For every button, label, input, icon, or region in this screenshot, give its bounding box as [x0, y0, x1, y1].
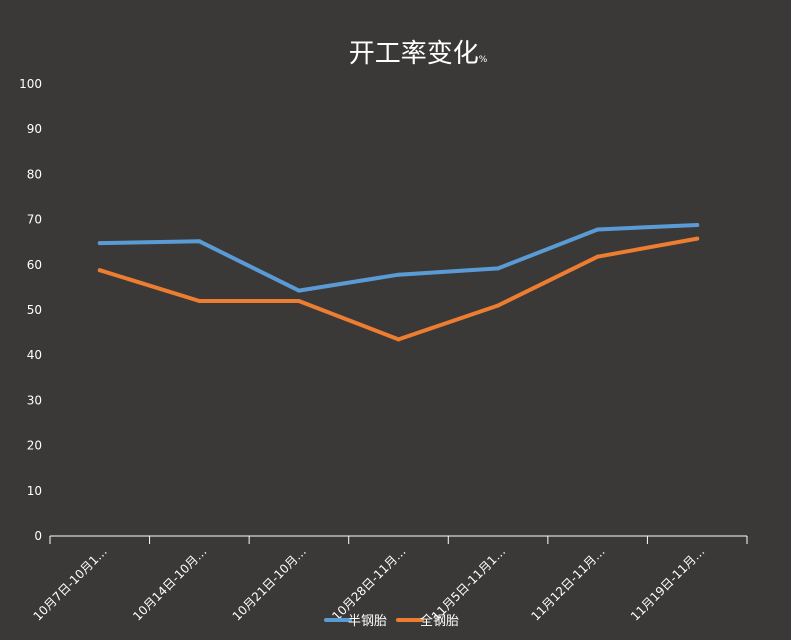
data-point: [396, 272, 401, 277]
data-point: [197, 239, 202, 244]
data-point: [695, 223, 700, 228]
data-point: [695, 236, 700, 241]
y-tick-label: 100: [19, 77, 42, 91]
y-tick-label: 90: [27, 122, 42, 136]
x-tick-label: 10月28日-11月…: [329, 544, 408, 623]
legend-label-2: 全钢胎: [420, 613, 459, 629]
y-tick-label: 0: [34, 529, 42, 543]
series-line-2: [97, 236, 700, 342]
series-line-1: [97, 223, 700, 293]
data-point: [97, 268, 102, 273]
x-tick-label: 10月21日-10月…: [230, 544, 309, 623]
data-point: [595, 254, 600, 259]
data-point: [595, 227, 600, 232]
legend: 半钢胎 全钢胎: [324, 613, 459, 629]
x-tick-label: 10月14日-10月…: [130, 544, 209, 623]
data-point: [496, 266, 501, 271]
data-point: [296, 298, 301, 303]
y-axis: 0 10 20 30 40 50 60 70 80 90 100: [19, 77, 42, 543]
series-layer: [97, 223, 700, 342]
chart-title-unit: %: [479, 55, 488, 65]
y-tick-label: 20: [27, 439, 42, 453]
data-point: [296, 288, 301, 293]
y-tick-label: 10: [27, 484, 42, 498]
x-tick-label: 11月12日-11月…: [528, 544, 607, 623]
x-axis: 10月7日-10月1… 10月14日-10月… 10月21日-10月… 10月28日-…: [31, 535, 748, 624]
data-point: [496, 303, 501, 308]
chart-title: 开工率变化%: [349, 39, 488, 69]
chart-title-text: 开工率变化: [349, 39, 479, 69]
y-tick-label: 60: [27, 258, 42, 272]
y-tick-label: 30: [27, 393, 42, 407]
y-tick-label: 80: [27, 167, 42, 181]
x-tick-label: 11月19日-11月…: [628, 544, 707, 623]
y-tick-label: 70: [27, 213, 42, 227]
data-point: [97, 241, 102, 246]
x-tick-label: 11月5日-11月1…: [429, 544, 508, 623]
data-point: [197, 298, 202, 303]
x-tick-label: 10月7日-10月1…: [31, 544, 110, 623]
legend-label-1: 半钢胎: [348, 614, 387, 629]
y-tick-label: 50: [27, 303, 42, 317]
data-point: [396, 337, 401, 342]
y-tick-label: 40: [27, 348, 42, 362]
